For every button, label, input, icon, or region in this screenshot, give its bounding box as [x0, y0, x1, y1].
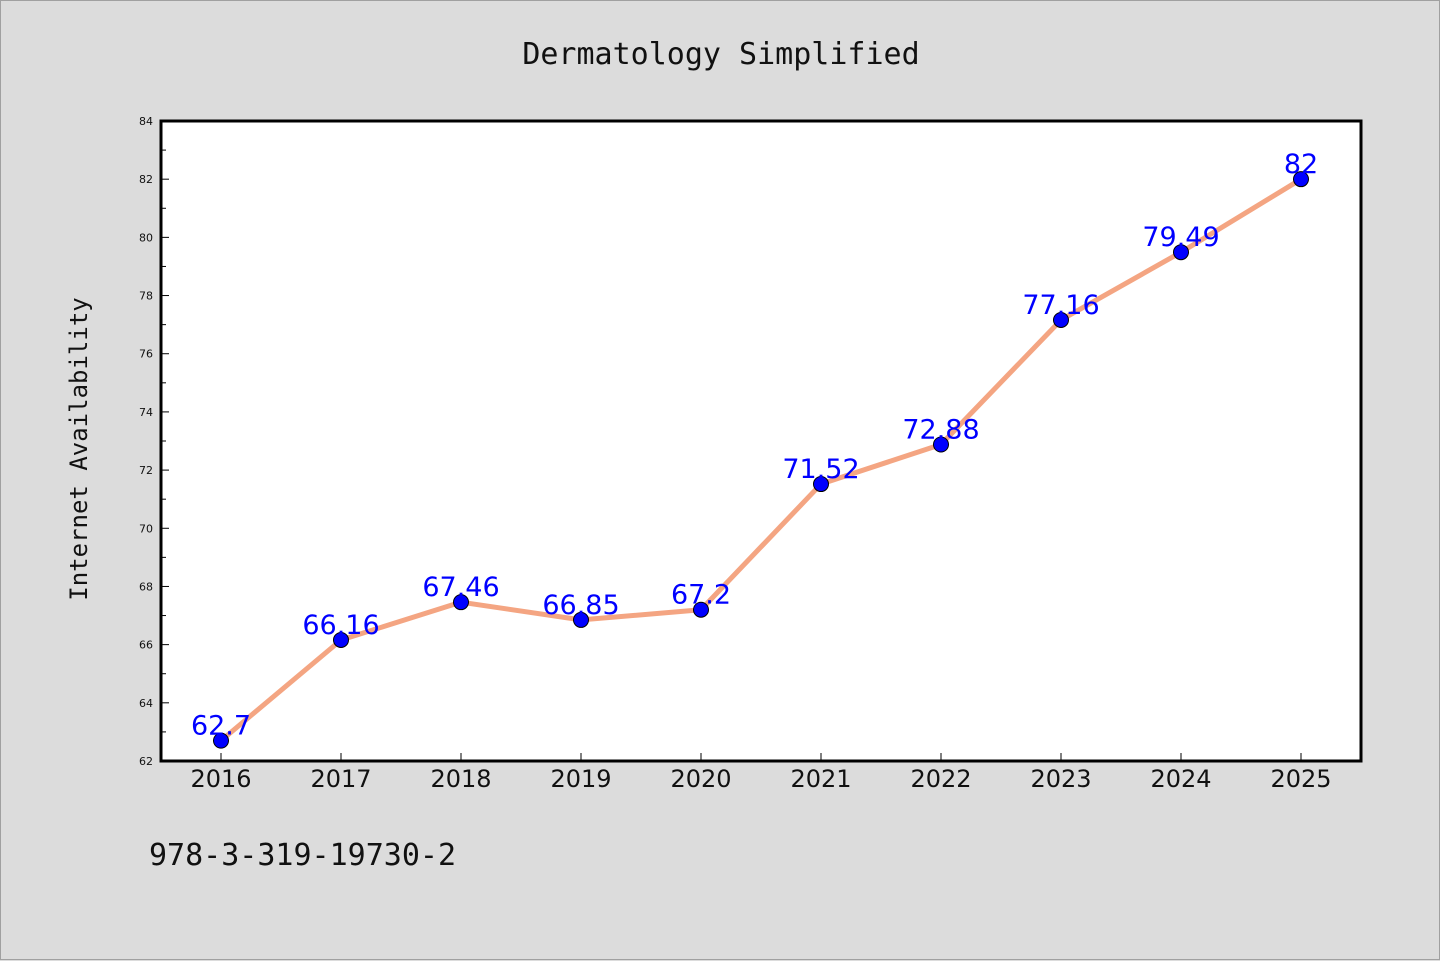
data-label: 67.2 — [671, 580, 731, 611]
y-tick-label: 70 — [139, 522, 153, 535]
data-point — [213, 732, 229, 749]
data-label: 79.49 — [1142, 222, 1219, 253]
x-tick-label: 2021 — [790, 765, 851, 793]
data-point — [1173, 244, 1189, 261]
y-tick-label: 80 — [139, 231, 153, 244]
plot-area — [159, 119, 1363, 763]
y-tick-label: 84 — [139, 115, 153, 128]
y-tick-label: 76 — [139, 348, 153, 361]
data-label: 82 — [1284, 149, 1318, 180]
x-tick-label: 2025 — [1270, 765, 1331, 793]
data-point — [693, 601, 709, 618]
y-axis-label: Internet Availability — [65, 297, 93, 600]
data-label: 67.46 — [422, 572, 499, 603]
y-tick-label: 62 — [139, 755, 153, 768]
y-tick-label: 72 — [139, 464, 153, 477]
y-tick-label: 66 — [139, 639, 153, 652]
data-point — [573, 611, 589, 628]
y-tick-label: 64 — [139, 697, 153, 710]
data-label: 62.7 — [191, 711, 251, 742]
y-tick-label: 82 — [139, 173, 153, 186]
series-line — [218, 176, 1304, 744]
x-tick-label: 2016 — [190, 765, 251, 793]
x-tick-label: 2024 — [1150, 765, 1211, 793]
x-tick-label: 2022 — [910, 765, 971, 793]
data-label: 66.16 — [302, 610, 379, 641]
data-point — [1293, 171, 1309, 188]
x-tick-label: 2020 — [670, 765, 731, 793]
y-tick-label: 74 — [139, 406, 153, 419]
data-label: 66.85 — [542, 590, 619, 621]
y-tick-label: 68 — [139, 580, 153, 593]
data-point — [933, 436, 949, 453]
x-tick-label: 2019 — [550, 765, 611, 793]
data-label: 71.52 — [782, 454, 859, 485]
y-tick-label: 78 — [139, 290, 153, 303]
data-point — [1053, 311, 1069, 328]
x-tick-label: 2018 — [430, 765, 491, 793]
x-tick-label: 2017 — [310, 765, 371, 793]
footer-text: 978-3-319-19730-2 — [149, 838, 456, 873]
data-point — [453, 594, 469, 611]
x-axis: 2016 2017 2018 2019 2020 2021 2022 2023 2024 2025 — [190, 753, 1332, 793]
x-tick-label: 2023 — [1030, 765, 1091, 793]
y-axis: 62 64 66 68 70 72 74 76 78 80 82 84 — [139, 115, 169, 768]
series-layer: 62.7 66.16 67.46 66.85 67.2 71.52 72.88 77.16 79… — [191, 149, 1318, 749]
data-point — [813, 476, 829, 493]
chart-title: Dermatology Simplified — [522, 37, 919, 72]
data-point — [333, 631, 349, 648]
data-label: 77.16 — [1022, 290, 1099, 321]
data-label: 72.88 — [902, 414, 979, 445]
